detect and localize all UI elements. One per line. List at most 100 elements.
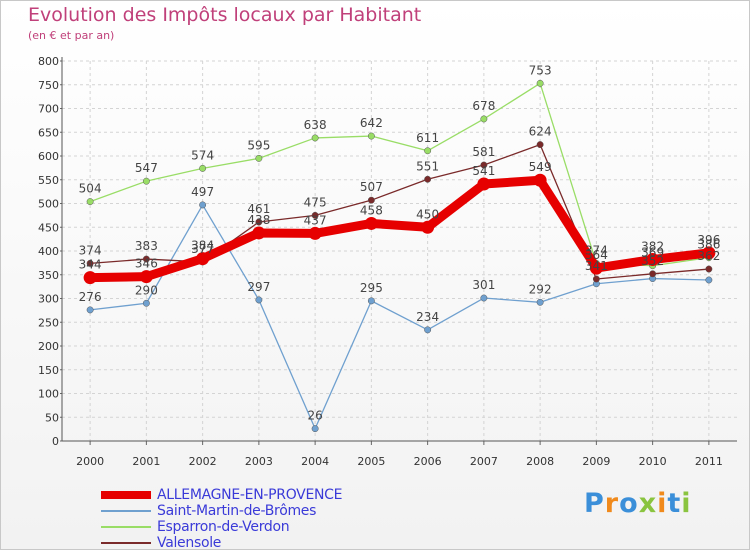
proxiti-logo: Proxiti <box>584 488 692 519</box>
x-tick-label: 2010 <box>639 455 667 468</box>
legend-swatch <box>101 526 151 528</box>
y-tick-label: 350 <box>38 269 59 282</box>
legend-item: Esparron-de-Verdon <box>101 519 342 535</box>
y-tick-label: 300 <box>38 293 59 306</box>
data-point <box>86 259 94 267</box>
data-label: 362 <box>697 249 720 263</box>
chart-subtitle: (en € et par an) <box>28 29 115 42</box>
data-label: 344 <box>79 258 102 272</box>
data-point <box>649 270 657 278</box>
logo-letter: P <box>584 488 605 519</box>
data-label: 276 <box>79 290 102 304</box>
data-point <box>589 261 603 275</box>
data-point <box>533 173 547 187</box>
data-point <box>424 326 432 334</box>
legend-item: ALLEMAGNE-EN-PROVENCE <box>101 487 342 503</box>
logo-letter: i <box>657 488 668 519</box>
data-point <box>196 252 210 266</box>
x-tick-label: 2004 <box>301 455 329 468</box>
data-point <box>252 226 266 240</box>
data-point <box>142 255 150 263</box>
data-point <box>705 276 713 284</box>
x-tick-label: 2011 <box>695 455 723 468</box>
data-label: 624 <box>529 125 552 139</box>
legend-swatch <box>101 542 151 544</box>
data-point <box>424 175 432 183</box>
data-point <box>255 296 263 304</box>
data-point <box>480 161 488 169</box>
data-label: 504 <box>79 182 102 196</box>
data-point <box>142 299 150 307</box>
data-label: 386 <box>697 238 720 252</box>
y-tick-label: 500 <box>38 198 59 211</box>
data-label: 547 <box>135 161 158 175</box>
legend-item: Saint-Martin-de-Brômes <box>101 503 342 519</box>
data-point <box>311 211 319 219</box>
y-tick-label: 400 <box>38 245 59 258</box>
data-label: 574 <box>191 148 214 162</box>
y-tick-label: 700 <box>38 103 59 116</box>
y-tick-label: 0 <box>52 435 59 448</box>
data-point <box>86 198 94 206</box>
series-line <box>85 175 714 283</box>
x-tick-label: 2006 <box>414 455 442 468</box>
data-label: 374 <box>585 243 608 257</box>
data-label: 364 <box>585 248 608 262</box>
y-tick-label: 650 <box>38 126 59 139</box>
data-point <box>308 226 322 240</box>
data-label: 642 <box>360 116 383 130</box>
data-point <box>255 154 263 162</box>
data-point <box>592 275 600 283</box>
data-label: 638 <box>304 118 327 132</box>
series-line <box>89 143 710 280</box>
logo-letter: i <box>681 488 692 519</box>
data-label: 384 <box>191 239 214 253</box>
data-point <box>536 79 544 87</box>
data-label: 352 <box>641 254 664 268</box>
data-point <box>480 115 488 123</box>
data-labels: 344 346 384 438 437 458 450 541 549 364 382 396 276 2… <box>79 63 721 422</box>
data-label: 369 <box>641 246 664 260</box>
y-tick-label: 200 <box>38 340 59 353</box>
data-point <box>536 141 544 149</box>
data-point <box>142 177 150 185</box>
data-point <box>705 265 713 273</box>
y-tick-label: 800 <box>38 55 59 68</box>
data-label: 383 <box>135 239 158 253</box>
legend-label: Saint-Martin-de-Brômes <box>157 503 317 519</box>
data-label: 377 <box>191 242 214 256</box>
grid <box>62 60 737 442</box>
x-tick-label: 2003 <box>245 455 273 468</box>
x-tick-label: 2000 <box>76 455 104 468</box>
x-tick-label: 2009 <box>582 455 610 468</box>
data-label: 396 <box>697 233 720 247</box>
data-point <box>311 134 319 142</box>
data-point <box>311 425 319 433</box>
legend-swatch <box>101 510 151 512</box>
data-point <box>367 132 375 140</box>
x-tick-label: 2008 <box>526 455 554 468</box>
logo-letter: o <box>619 488 639 519</box>
data-point <box>702 246 716 260</box>
data-label: 437 <box>304 213 327 227</box>
data-label: 541 <box>472 164 495 178</box>
data-point <box>199 164 207 172</box>
data-point <box>536 298 544 306</box>
y-tick-label: 550 <box>38 174 59 187</box>
x-tick-label: 2005 <box>357 455 385 468</box>
y-tick-label: 750 <box>38 79 59 92</box>
data-label: 458 <box>360 203 383 217</box>
data-label: 595 <box>247 138 270 152</box>
data-label: 507 <box>360 180 383 194</box>
legend-label: ALLEMAGNE-EN-PROVENCE <box>157 487 343 503</box>
y-tick-label: 600 <box>38 150 59 163</box>
data-label: 301 <box>472 278 495 292</box>
data-point <box>367 297 375 305</box>
y-tick-label: 450 <box>38 221 59 234</box>
data-label: 382 <box>641 240 664 254</box>
data-label: 549 <box>529 160 552 174</box>
data-label: 678 <box>472 99 495 113</box>
data-point <box>424 147 432 155</box>
